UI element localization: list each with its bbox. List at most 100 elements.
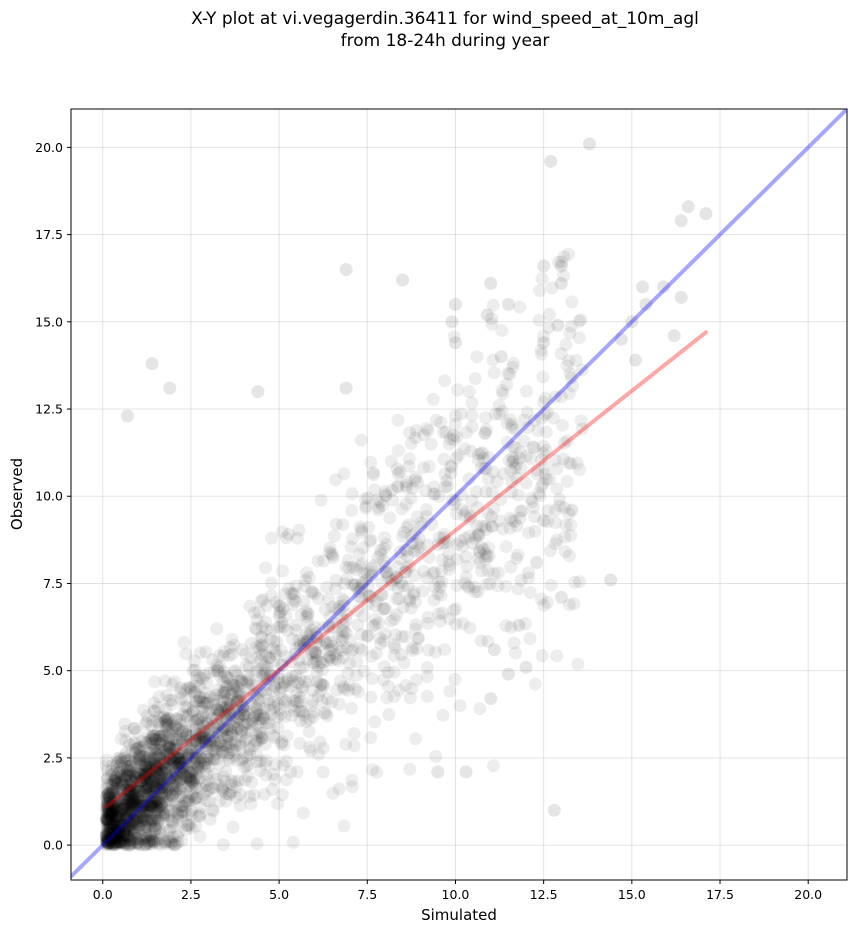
scatter-point xyxy=(202,666,216,680)
scatter-point xyxy=(161,789,174,803)
scatter-point xyxy=(433,614,447,628)
scatter-point xyxy=(204,704,218,718)
scatter-point xyxy=(211,664,225,678)
scatter-point xyxy=(125,800,139,814)
scatter-point xyxy=(438,374,452,388)
scatter-point xyxy=(251,708,265,722)
scatter-point xyxy=(479,523,493,536)
scatter-point xyxy=(377,673,390,687)
scatter-point xyxy=(118,825,132,839)
scatter-point xyxy=(382,708,396,721)
scatter-point xyxy=(187,772,201,786)
scatter-point xyxy=(221,671,235,685)
scatter-point xyxy=(163,751,177,765)
scatter-point xyxy=(110,832,124,846)
scatter-point xyxy=(144,736,158,750)
scatter-point xyxy=(131,836,145,849)
scatter-point xyxy=(153,822,167,836)
scatter-point xyxy=(149,764,163,778)
scatter-point xyxy=(129,796,143,810)
scatter-point xyxy=(154,796,168,810)
scatter-point xyxy=(277,602,291,616)
scatter-point xyxy=(120,769,134,783)
scatter-point xyxy=(101,836,115,850)
scatter-point xyxy=(147,704,161,718)
scatter-point xyxy=(253,754,267,768)
scatter-point xyxy=(193,690,206,704)
scatter-point xyxy=(447,433,461,447)
scatter-point xyxy=(119,821,132,835)
scatter-point xyxy=(178,795,192,809)
scatter-point xyxy=(198,775,212,789)
scatter-point xyxy=(226,728,239,742)
scatter-point xyxy=(495,383,509,397)
scatter-point xyxy=(141,777,155,791)
scatter-point xyxy=(224,724,238,737)
scatter-point xyxy=(349,682,363,696)
scatter-point xyxy=(141,762,154,776)
scatter-point xyxy=(240,715,254,729)
scatter-point xyxy=(132,792,146,806)
scatter-point xyxy=(296,705,310,719)
scatter-point xyxy=(103,792,117,806)
scatter-point xyxy=(293,695,307,709)
scatter-point xyxy=(114,802,127,816)
scatter-point xyxy=(180,819,194,832)
scatter-point xyxy=(155,733,169,747)
scatter-point xyxy=(202,794,216,808)
scatter-point xyxy=(570,456,584,470)
scatter-point xyxy=(485,312,499,325)
scatter-point xyxy=(216,687,230,700)
scatter-point xyxy=(278,710,292,724)
scatter-point xyxy=(117,802,131,816)
scatter-point xyxy=(141,772,155,786)
scatter-point xyxy=(264,668,277,682)
scatter-point xyxy=(323,651,337,665)
scatter-point xyxy=(231,711,245,725)
scatter-point xyxy=(496,387,510,401)
scatter-point xyxy=(148,793,162,807)
scatter-point xyxy=(341,666,355,680)
scatter-point xyxy=(344,540,358,554)
scatter-point xyxy=(107,836,120,850)
scatter-point xyxy=(325,695,338,709)
scatter-point xyxy=(169,742,182,756)
scatter-point xyxy=(133,771,147,785)
scatter-point xyxy=(316,678,330,692)
scatter-point xyxy=(148,762,162,776)
scatter-point xyxy=(254,594,268,608)
scatter-point xyxy=(433,580,447,594)
scatter-point xyxy=(470,529,484,543)
scatter-point xyxy=(478,427,492,440)
scatter-point xyxy=(365,649,379,663)
scatter-point xyxy=(237,707,251,721)
scatter-point xyxy=(478,520,492,533)
scatter-point xyxy=(237,717,251,731)
scatter-point xyxy=(432,489,446,503)
scatter-point xyxy=(311,591,325,605)
scatter-point xyxy=(447,330,461,344)
scatter-point xyxy=(313,735,327,749)
scatter-point xyxy=(164,835,178,849)
scatter-point xyxy=(144,798,158,812)
scatter-point xyxy=(406,644,419,657)
scatter-point xyxy=(387,649,401,663)
scatter-point xyxy=(166,742,180,756)
scatter-point xyxy=(546,411,560,425)
scatter-point xyxy=(279,650,293,663)
scatter-point xyxy=(167,779,181,792)
grid xyxy=(71,109,847,880)
x-tick-label: 2.5 xyxy=(181,887,201,902)
scatter-point xyxy=(135,815,149,829)
scatter-point xyxy=(150,760,163,774)
scatter-point xyxy=(401,549,414,563)
scatter-point xyxy=(102,811,116,825)
scatter-point xyxy=(231,686,245,700)
scatter-point xyxy=(117,799,131,813)
scatter-point xyxy=(105,835,119,849)
scatter-point xyxy=(222,754,236,767)
scatter-point xyxy=(118,813,132,827)
scatter-point xyxy=(136,703,150,717)
scatter-point xyxy=(450,507,463,521)
scatter-point xyxy=(197,691,211,705)
